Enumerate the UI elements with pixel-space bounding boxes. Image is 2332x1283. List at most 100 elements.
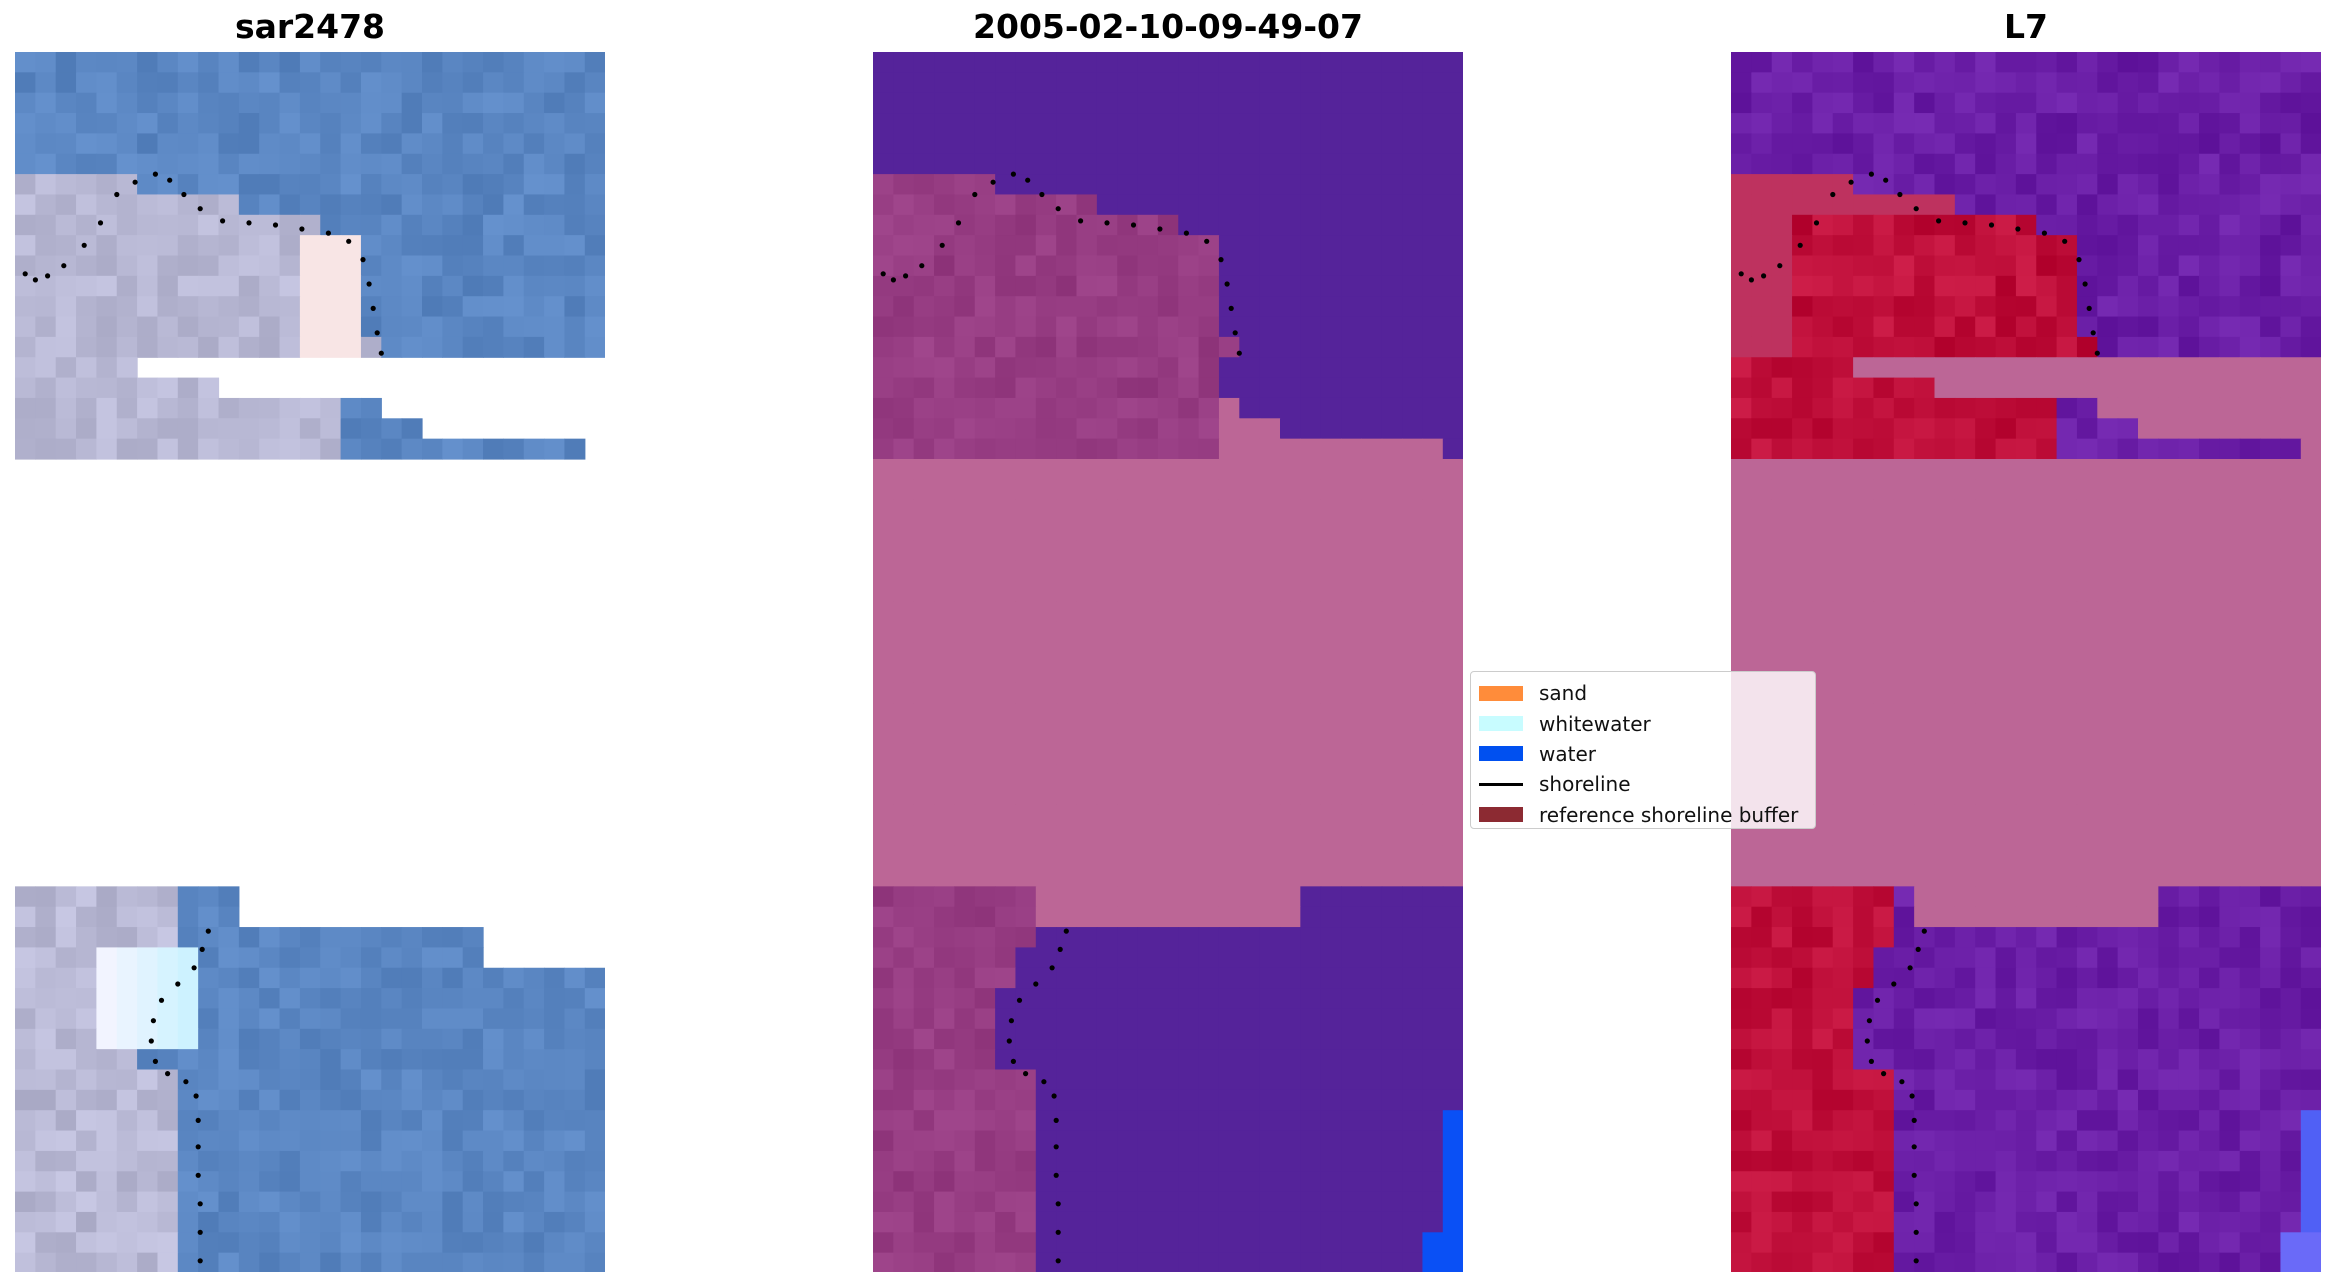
raster-cell [954,764,976,786]
raster-cell [2117,377,2139,399]
raster-cell [259,296,281,318]
raster-cell [1178,438,1200,460]
raster-cell [137,1089,159,1111]
raster-cell [1178,621,1200,643]
raster-cell [2178,1130,2200,1152]
raster-cell [1117,764,1139,786]
raster-cell [1792,459,1813,480]
raster-cell [1259,825,1281,847]
shoreline-point [1738,271,1744,277]
raster-cell [1853,1171,1875,1193]
raster-cell [1361,336,1383,358]
raster-cell [1792,581,1813,603]
raster-cell [1096,662,1118,684]
raster-cell [1157,275,1179,297]
raster-cell [218,1110,240,1132]
raster-cell [2199,336,2220,358]
raster-cell [2300,1211,2321,1233]
raster-cell [974,764,996,786]
raster-cell [238,1191,260,1213]
raster-cell [2178,214,2200,236]
raster-cell [974,1089,996,1111]
raster-cell [2076,866,2098,887]
raster-cell [2158,621,2180,643]
raster-cell [1157,316,1179,338]
raster-cell [2219,682,2241,704]
raster-cell [1934,235,1956,257]
raster-cell [137,1232,159,1254]
raster-cell [1361,784,1383,806]
raster-cell [2300,927,2321,948]
raster-cell [462,927,484,948]
shoreline-point [1008,1018,1014,1024]
raster-cell [157,1171,179,1193]
raster-cell [1198,1110,1220,1132]
raster-cell [55,153,77,175]
raster-cell [1422,1089,1444,1111]
raster-cell [1239,906,1261,928]
raster-cell [35,1008,57,1030]
raster-cell [401,336,423,358]
raster-cell [1239,52,1261,73]
raster-cell [1442,438,1463,460]
raster-cell [238,92,260,114]
raster-cell [1832,1049,1854,1071]
raster-cell [1853,397,1875,419]
raster-cell [564,1211,586,1233]
raster-cell [1792,357,1813,379]
raster-cell [2199,214,2220,236]
raster-cell [1035,682,1057,704]
raster-cell [2260,967,2282,989]
raster-cell [116,52,138,73]
raster-cell [198,1150,220,1172]
raster-cell [1731,845,1752,867]
raster-cell [2280,153,2302,175]
raster-cell [1771,1171,1793,1193]
raster-cell [1402,72,1424,94]
raster-cell [320,235,342,257]
raster-cell [177,1252,199,1272]
raster-cell [259,113,281,134]
raster-cell [2158,1008,2180,1030]
raster-cell [96,1232,118,1254]
raster-cell [2178,459,2200,480]
raster-cell [2260,92,2282,114]
raster-cell [76,397,97,419]
raster-cell [893,1232,915,1254]
raster-cell [2199,866,2220,887]
raster-cell [299,235,321,257]
raster-cell [2239,316,2261,338]
raster-cell [1422,743,1444,765]
raster-cell [1361,845,1383,867]
raster-cell [116,967,138,989]
raster-cell [401,927,423,948]
raster-cell [995,764,1017,786]
raster-cell [2199,255,2220,277]
shoreline-point [1897,191,1903,198]
raster-cell [1096,784,1118,806]
raster-cell [2260,357,2282,379]
raster-cell [1422,92,1444,114]
raster-cell [381,214,403,236]
raster-cell [1341,621,1362,643]
raster-cell [2117,235,2139,257]
raster-cell [1731,621,1752,643]
raster-cell [1934,1069,1956,1091]
raster-cell [2036,316,2058,338]
raster-cell [1422,1150,1444,1172]
raster-cell [1076,174,1098,196]
raster-cell [1934,825,1956,847]
raster-cell [1076,540,1098,562]
raster-cell [55,72,77,94]
raster-cell [1442,479,1463,501]
raster-cell [218,1150,240,1172]
raster-cell [320,1130,342,1152]
raster-cell [1056,804,1078,826]
raster-cell [564,316,586,338]
raster-cell [1096,825,1118,847]
raster-cell [1035,804,1057,826]
raster-cell [2097,255,2119,277]
raster-cell [1832,642,1854,664]
raster-cell [503,438,525,460]
raster-cell [1381,845,1403,867]
